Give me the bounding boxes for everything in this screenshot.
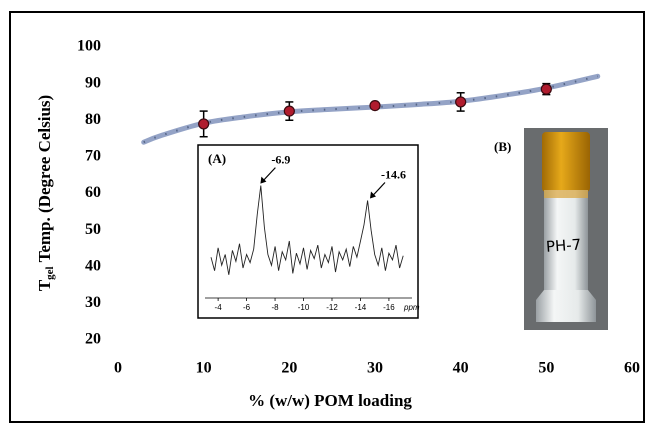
inset-x-tick-label: -8	[271, 303, 279, 312]
x-tick-label: 0	[114, 360, 122, 377]
inset-x-tick-label: -6	[243, 303, 251, 312]
inset-x-label: ppm	[403, 303, 420, 312]
inset-label: (A)	[208, 151, 226, 166]
vial-cap	[542, 132, 590, 192]
point	[369, 99, 381, 112]
y-tick-label: 60	[85, 184, 101, 201]
peak-arrowhead	[260, 176, 267, 184]
y-tick-label: 40	[85, 257, 101, 274]
point	[198, 118, 210, 130]
inset-frame	[197, 144, 419, 319]
y-tick-label: 100	[77, 38, 101, 55]
peak-arrowhead	[369, 191, 376, 199]
vial-base	[536, 290, 596, 322]
y-tick-label: 20	[85, 331, 101, 348]
inset-x-tick-label: -14	[355, 303, 367, 312]
point	[283, 105, 295, 117]
x-tick-label: 40	[453, 360, 469, 377]
y-tick-label: 70	[85, 148, 101, 165]
inset-x-tick-label: -12	[326, 303, 338, 312]
frame	[9, 11, 645, 423]
point	[540, 83, 552, 95]
x-axis-label: % (w/w) POM loading	[248, 391, 412, 410]
y-tick-label: 80	[85, 111, 101, 128]
y-tick-label: 90	[85, 74, 101, 91]
y-tick-label: 30	[85, 294, 101, 311]
peak-label: -6.9	[271, 152, 290, 166]
x-tick-label: 60	[624, 360, 640, 377]
y-axis-label: Tgel Temp. (Degree Celsius)	[35, 95, 56, 291]
photo-text: PH-7	[545, 235, 581, 255]
x-tick-label: 50	[538, 360, 554, 377]
peak-label: -14.6	[381, 167, 406, 181]
point	[455, 96, 467, 108]
inset-x-tick-label: -4	[215, 303, 223, 312]
inset-x-tick-label: -10	[298, 303, 310, 312]
x-tick-label: 20	[281, 360, 297, 377]
photo	[524, 128, 608, 330]
x-tick-label: 10	[196, 360, 212, 377]
y-tick-label: 50	[85, 221, 101, 238]
x-tick-label: 30	[367, 360, 383, 377]
vial-body	[544, 190, 588, 290]
photo-label: (B)	[494, 139, 511, 154]
vial-meniscus	[544, 190, 588, 198]
spectrum	[210, 185, 404, 275]
inset-x-tick-label: -16	[383, 303, 395, 312]
